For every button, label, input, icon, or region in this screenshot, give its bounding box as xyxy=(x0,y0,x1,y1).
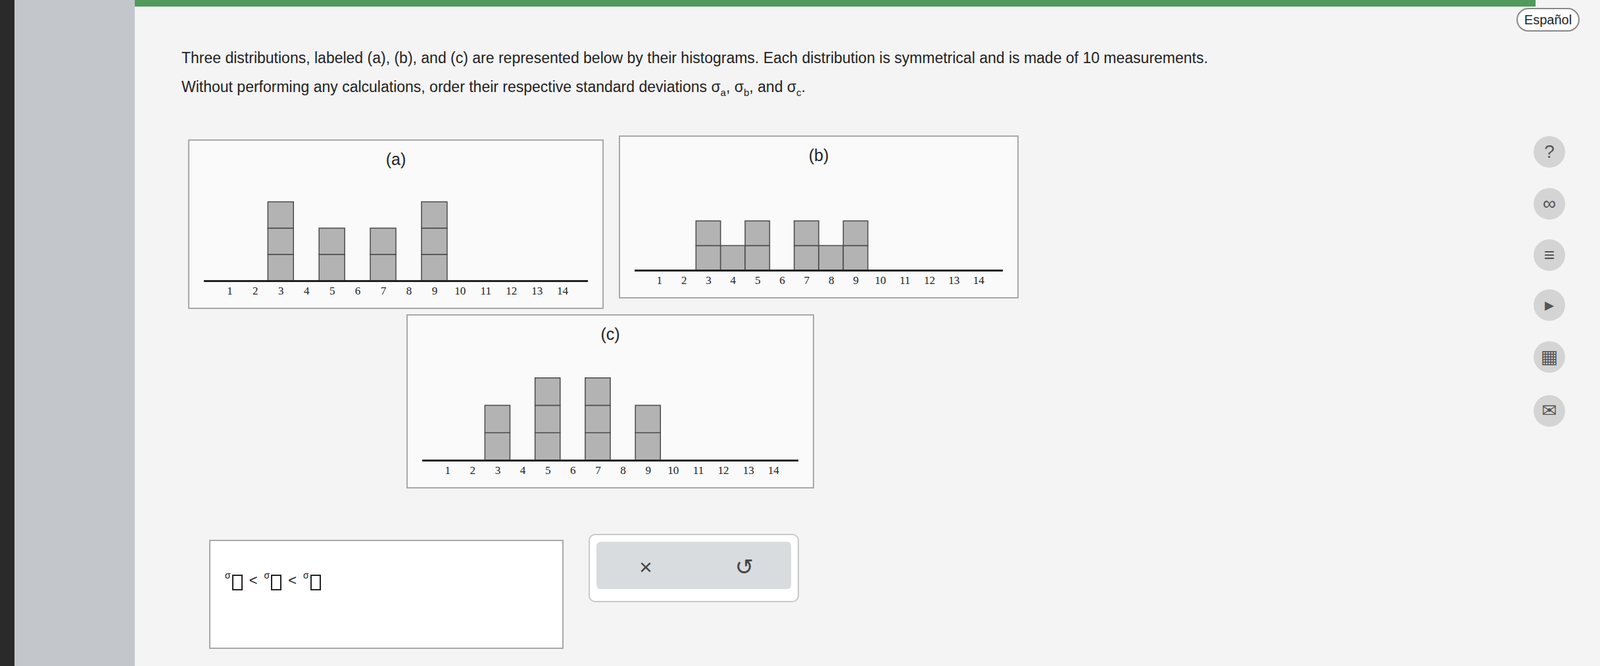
html-text:σ: σ xyxy=(224,570,231,581)
svg-text:2: 2 xyxy=(252,284,259,298)
svg-text:9: 9 xyxy=(852,274,859,287)
svg-text:3: 3 xyxy=(495,464,502,477)
svg-text:3: 3 xyxy=(278,284,285,298)
svg-text:11: 11 xyxy=(899,274,911,287)
svg-text:6: 6 xyxy=(570,464,577,477)
svg-text:10: 10 xyxy=(454,284,466,298)
svg-text:7: 7 xyxy=(595,464,602,477)
html-text:Three distributions, labeled (: Three distributions, labeled (a), (b), a… xyxy=(181,49,1208,67)
svg-text:2: 2 xyxy=(681,274,688,287)
svg-text:12: 12 xyxy=(505,284,517,298)
svg-text:10: 10 xyxy=(667,464,679,477)
svg-text:13: 13 xyxy=(948,274,960,287)
svg-text:9: 9 xyxy=(432,284,438,298)
html-text:Español: Español xyxy=(1524,12,1572,27)
svg-text:8: 8 xyxy=(828,274,835,287)
svg-text:4: 4 xyxy=(520,464,527,477)
svg-text:14: 14 xyxy=(973,274,986,287)
html-text:σ: σ xyxy=(303,570,309,581)
svg-text:12: 12 xyxy=(923,274,936,287)
svg-text:9: 9 xyxy=(645,464,652,477)
svg-text:8: 8 xyxy=(620,464,627,477)
svg-text:14: 14 xyxy=(768,464,780,477)
svg-text:5: 5 xyxy=(754,274,761,287)
html-text:(b): (b) xyxy=(808,145,829,165)
svg-text:13: 13 xyxy=(531,284,543,298)
svg-text:12: 12 xyxy=(718,464,730,477)
svg-text:11: 11 xyxy=(693,464,704,477)
svg-text:7: 7 xyxy=(380,284,387,298)
svg-text:8: 8 xyxy=(406,284,413,298)
svg-text:11: 11 xyxy=(480,284,492,298)
svg-text:7: 7 xyxy=(804,274,811,287)
html-text:(c): (c) xyxy=(600,324,620,344)
svg-text:4: 4 xyxy=(730,274,737,287)
svg-text:1: 1 xyxy=(226,284,233,298)
svg-text:1: 1 xyxy=(656,274,663,287)
svg-text:13: 13 xyxy=(743,464,755,477)
html-text:(a): (a) xyxy=(385,149,406,169)
svg-text:3: 3 xyxy=(705,274,712,287)
svg-text:5: 5 xyxy=(545,464,552,477)
svg-text:2: 2 xyxy=(470,464,477,477)
svg-text:4: 4 xyxy=(303,284,310,298)
svg-text:6: 6 xyxy=(779,274,786,287)
svg-text:5: 5 xyxy=(329,284,336,298)
svg-text:1: 1 xyxy=(444,464,451,477)
html-text:σ: σ xyxy=(264,570,270,581)
svg-text:6: 6 xyxy=(355,284,362,298)
html-text:Without performing any calcula: Without performing any calculations, ord… xyxy=(181,78,806,98)
svg-text:10: 10 xyxy=(874,274,886,287)
svg-text:14: 14 xyxy=(557,284,569,298)
